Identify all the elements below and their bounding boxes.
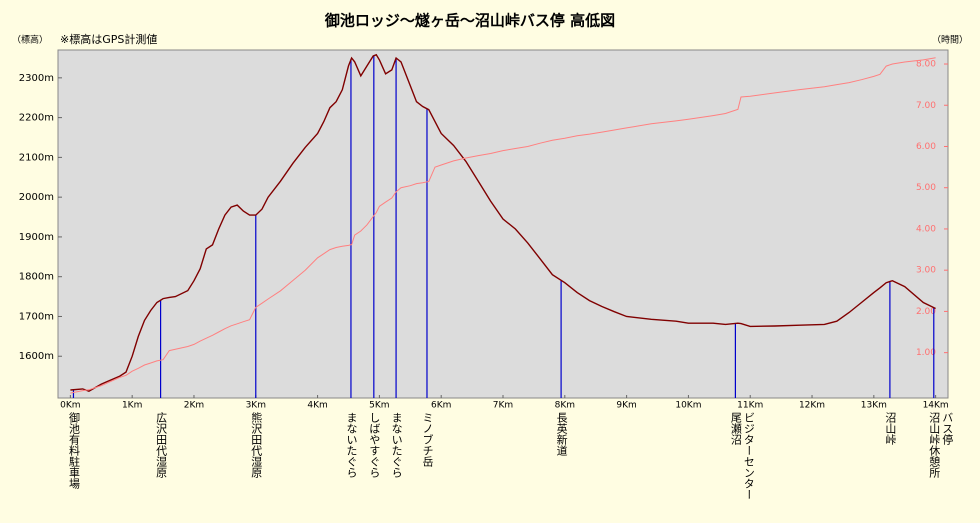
x-tick-label: 1Km [122, 401, 142, 411]
landmark-label: しばやすぐら [367, 412, 381, 478]
y2-tick-label: 5.00 [916, 183, 936, 193]
series-line [70, 53, 936, 392]
y2-tick-label: 7.00 [916, 101, 936, 111]
y-tick-label: 2200m [19, 113, 54, 124]
series-line [70, 57, 936, 394]
landmark-label: バス停 [940, 412, 954, 445]
x-tick-label: 2Km [184, 401, 204, 411]
y-tick-label: 2300m [19, 73, 54, 84]
x-tick-label: 8Km [555, 401, 575, 411]
y-tick-label: 1900m [19, 232, 54, 243]
x-tick-label: 3Km [246, 401, 266, 411]
y-tick-label: 2000m [19, 192, 54, 203]
x-tick-label: 4Km [307, 401, 327, 411]
x-tick-label: 0Km [60, 401, 80, 411]
y-tick-label: 2100m [19, 152, 54, 163]
note: ※標高はGPS計測値 [60, 32, 157, 46]
landmark-label: まないたぐら [344, 412, 358, 478]
y2-tick-label: 2.00 [916, 307, 936, 317]
y2-tick-label: 3.00 [916, 266, 936, 276]
chart-title: 御池ロッジ～燧ヶ岳～沼山峠バス停 高低図 [324, 12, 615, 30]
y-axis-label: （標高） [12, 34, 48, 46]
x-tick-label: 5Km [369, 401, 389, 411]
landmark-label: 尾瀬沼 [729, 412, 743, 445]
landmark-label: まないたぐら [390, 412, 404, 478]
y-tick-label: 1700m [19, 311, 54, 322]
y-tick-label: 1600m [19, 351, 54, 362]
x-tick-label: 14Km [923, 401, 949, 411]
y2-axis-label: （時間） [932, 35, 968, 46]
landmark-label: 広沢田代湿原 [154, 412, 168, 478]
y2-tick-label: 8.00 [916, 60, 936, 70]
landmark-label: 長英新道 [555, 412, 569, 456]
landmark-label: 御池有料駐車場 [67, 412, 81, 489]
y-tick-label: 1800m [19, 272, 54, 283]
x-tick-label: 11Km [737, 401, 763, 411]
landmark-label: 熊沢田代湿原 [249, 412, 263, 478]
x-tick-label: 13Km [861, 401, 887, 411]
landmark-label: ミノブチ岳 [420, 412, 434, 467]
landmark-label: 沼山峠 [883, 412, 897, 445]
plot-area [57, 49, 949, 399]
x-tick-label: 7Km [493, 401, 513, 411]
landmark-label: 沼山峠休憩所 [927, 412, 941, 478]
y2-tick-label: 6.00 [916, 142, 936, 152]
y2-tick-label: 4.00 [916, 224, 936, 234]
landmark-label: ビジターセンター [742, 412, 756, 500]
x-tick-label: 9Km [616, 401, 636, 411]
x-tick-label: 12Km [799, 401, 825, 411]
y2-tick-label: 1.00 [916, 348, 936, 358]
x-tick-label: 10Km [675, 401, 701, 411]
x-tick-label: 6Km [431, 401, 451, 411]
